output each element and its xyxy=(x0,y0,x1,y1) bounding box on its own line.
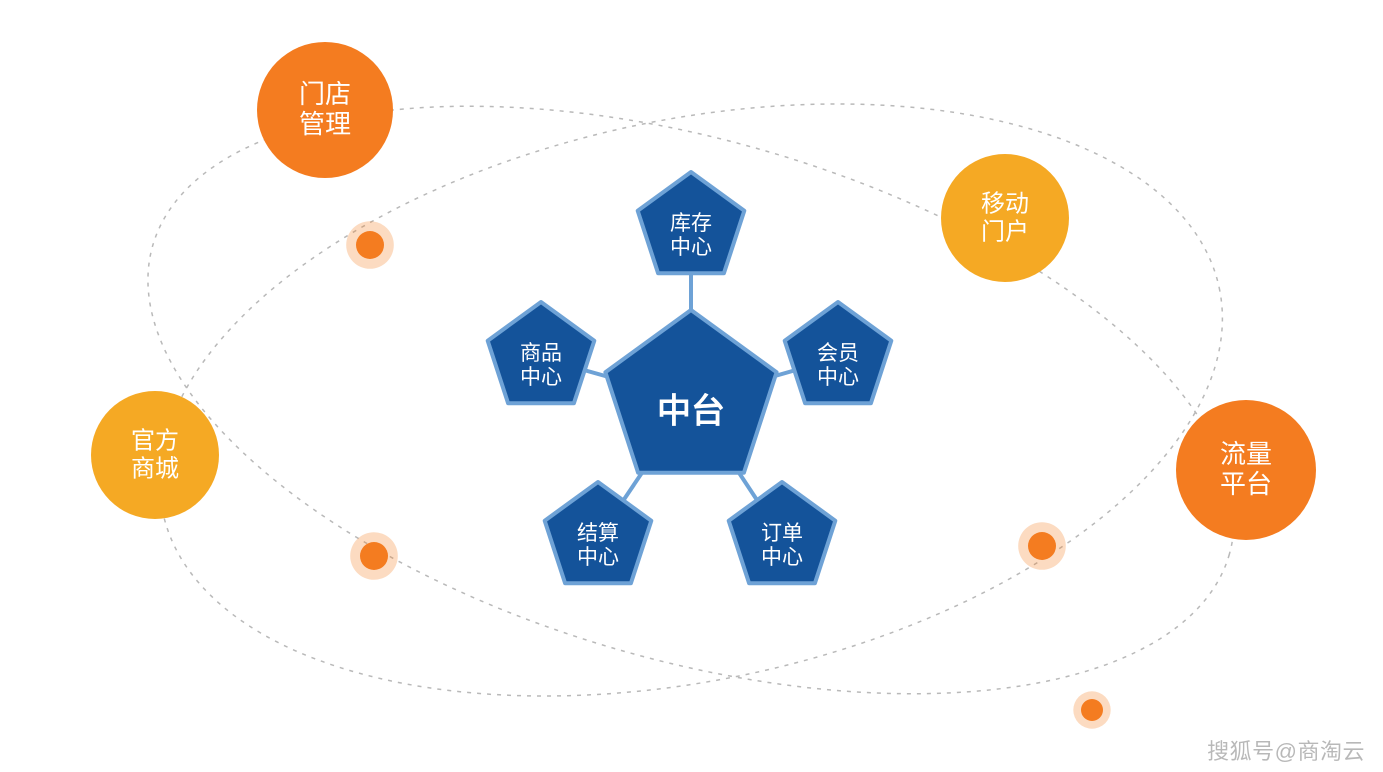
diagram-stage: 中台 库存中心 会员中心 订单中心 结算中心 商品中心 门店管理 移动门户 流量… xyxy=(0,0,1383,772)
outer-circle-label-official: 官方商城 xyxy=(131,427,179,482)
outer-circle-label-mobile: 移动门户 xyxy=(981,190,1029,245)
satellite-label-order: 订单中心 xyxy=(761,522,803,570)
satellite-label-inventory: 库存中心 xyxy=(670,212,712,260)
satellite-label-settlement: 结算中心 xyxy=(577,522,619,570)
outer-circle-label-store: 门店管理 xyxy=(299,80,351,140)
satellite-label-product: 商品中心 xyxy=(520,342,562,390)
outer-circle-label-traffic: 流量平台 xyxy=(1220,440,1272,500)
diagram-svg xyxy=(0,0,1383,772)
center-pentagon-label: 中台 xyxy=(657,392,725,431)
watermark-text: 搜狐号@商淘云 xyxy=(1207,734,1365,766)
satellite-label-member: 会员中心 xyxy=(817,342,859,390)
